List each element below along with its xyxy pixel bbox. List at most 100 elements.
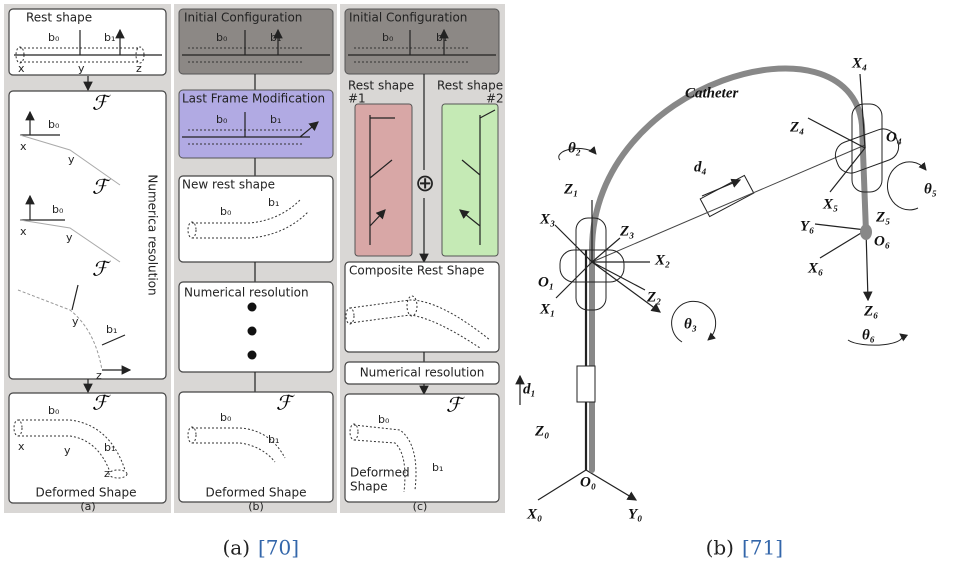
frame — [20, 112, 60, 136]
tube-end — [345, 307, 355, 325]
translation-arrow — [701, 178, 742, 197]
label: b₁ — [270, 31, 281, 44]
tube — [353, 424, 417, 493]
force: ℱ — [446, 393, 465, 417]
label: y — [64, 444, 71, 457]
label: X₆ — [807, 260, 823, 276]
label: z — [104, 467, 110, 480]
label: X₀ — [526, 506, 542, 522]
label: d₄ — [694, 159, 707, 175]
tube — [18, 419, 126, 473]
base-axes — [537, 469, 636, 500]
box-title: Deformed Shape — [206, 486, 307, 500]
label: O₁ — [538, 274, 554, 290]
label: θ₆ — [862, 327, 875, 343]
box-title: Initial Configuration — [349, 11, 467, 25]
beam — [17, 289, 103, 371]
label: Z₁ — [563, 181, 578, 197]
label: Z₆ — [863, 303, 878, 319]
box-title: Numerical resolution — [360, 366, 485, 380]
label: O₄ — [886, 129, 902, 145]
catheter — [589, 65, 869, 473]
sub-label: (a) — [80, 500, 95, 513]
rest-shape-2-box — [441, 103, 499, 257]
tip — [860, 224, 872, 240]
label: b₀ — [216, 113, 228, 126]
tube — [192, 199, 309, 239]
caption-ref: [71] — [742, 536, 783, 560]
label: Y₆ — [800, 218, 814, 234]
tube-end — [349, 423, 359, 441]
rotation-arrow — [847, 333, 909, 346]
rest-box — [178, 175, 334, 263]
label: X₁ — [539, 301, 555, 317]
revolute-joint — [575, 217, 607, 311]
label: O₀ — [580, 474, 596, 490]
label: b₁ — [270, 113, 281, 126]
box-title: Composite Rest Shape — [349, 264, 484, 278]
frame — [20, 196, 65, 221]
label: b₀ — [52, 203, 64, 216]
force: ℱ — [92, 391, 111, 415]
label: y — [72, 315, 79, 328]
beam — [19, 219, 121, 263]
label: z — [96, 369, 102, 382]
label: X₃ — [539, 211, 555, 227]
label: y — [68, 153, 75, 166]
frame — [71, 284, 130, 370]
tube — [354, 47, 468, 63]
combine-symbol: ⊕ — [415, 169, 435, 197]
side-label: Numerica resolution — [146, 174, 160, 295]
label: b₁ — [268, 196, 279, 209]
box-title: Rest shape — [26, 11, 92, 25]
rotation-arrow — [558, 146, 597, 161]
label: x — [18, 440, 25, 453]
box-title: Shape — [350, 480, 388, 494]
dot — [247, 326, 257, 336]
label: Z₀ — [534, 423, 549, 439]
link — [591, 144, 866, 263]
label: b₁ — [104, 441, 115, 454]
label: X₂ — [654, 252, 670, 268]
resolution-box — [178, 281, 334, 373]
label: x — [20, 140, 27, 153]
figure-a: Rest shape b₀ b₁ x y z ℱ b₀ x y ℱ b₀ x y… — [4, 4, 505, 513]
sub-label: (c) — [413, 500, 428, 513]
tube-end — [187, 221, 197, 239]
beam — [19, 134, 121, 186]
tube — [349, 299, 491, 349]
modification-box — [178, 89, 334, 159]
tube-end — [187, 426, 197, 444]
dot — [247, 302, 257, 312]
label: X₄ — [851, 55, 867, 71]
label: x — [20, 225, 27, 238]
label: O₆ — [874, 233, 890, 249]
label: Z₃ — [619, 223, 634, 239]
box-title: #2 — [486, 92, 504, 106]
tube — [192, 427, 286, 463]
frame-axes — [182, 112, 318, 138]
sub-label: (b) — [248, 500, 264, 513]
label: Catheter — [685, 85, 738, 101]
label: y — [66, 231, 73, 244]
initial-box — [344, 8, 500, 75]
resolution-box — [8, 90, 167, 380]
label: b₁ — [436, 31, 447, 44]
caption-label: (a) — [222, 536, 250, 560]
box-title: Deformed — [350, 466, 410, 480]
label: b₀ — [220, 411, 232, 424]
label: b₀ — [48, 404, 60, 417]
label: b₁ — [268, 433, 279, 446]
label: b₁ — [104, 31, 115, 44]
frame-axes — [182, 30, 330, 56]
rotation-arrow — [671, 300, 717, 343]
force: ℱ — [276, 391, 295, 415]
label: b₀ — [382, 31, 394, 44]
label: b₀ — [216, 31, 228, 44]
rest-shape-1-box — [354, 103, 413, 257]
label: Z₂ — [646, 289, 661, 305]
label: X₅ — [822, 196, 838, 212]
frame-axes — [348, 30, 496, 56]
caption-ref: [70] — [258, 536, 299, 560]
deformed-box — [344, 393, 500, 503]
